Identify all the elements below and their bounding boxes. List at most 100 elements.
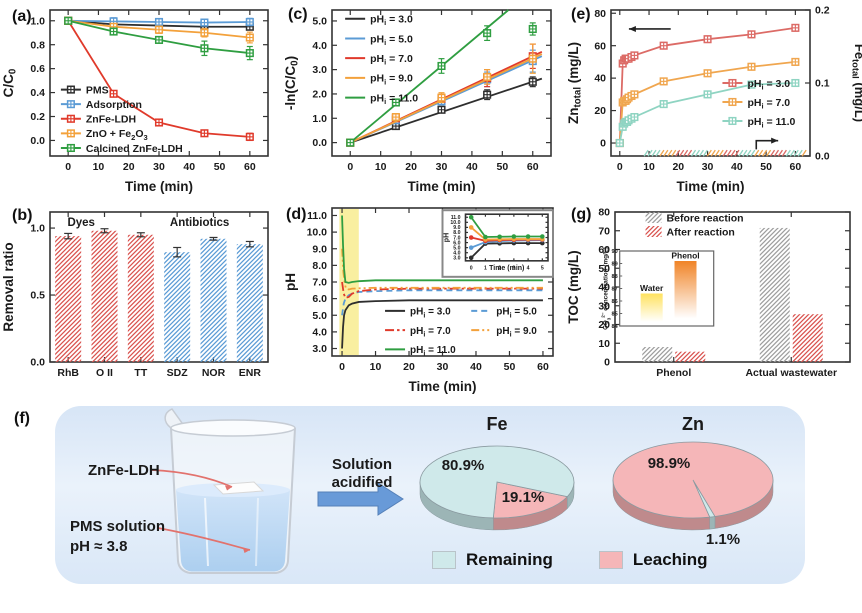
- svg-text:3.0: 3.0: [312, 64, 327, 76]
- svg-text:Phenol: Phenol: [656, 367, 691, 379]
- svg-text:Time (min): Time (min): [407, 179, 475, 194]
- svg-text:0.2: 0.2: [30, 111, 45, 123]
- svg-text:50: 50: [760, 161, 772, 173]
- svg-text:-ln(C/C0): -ln(C/C0): [283, 56, 301, 110]
- svg-text:pHi = 11.0: pHi = 11.0: [370, 92, 418, 106]
- pie-legend: Remaining Leaching: [432, 550, 708, 570]
- svg-text:10: 10: [93, 161, 105, 173]
- svg-text:40: 40: [594, 73, 606, 85]
- svg-text:pH: pH: [444, 233, 451, 242]
- svg-text:pHi = 11.0: pHi = 11.0: [747, 116, 795, 130]
- svg-text:30: 30: [437, 361, 449, 373]
- svg-text:6.0: 6.0: [453, 240, 460, 246]
- svg-text:89: 89: [611, 262, 617, 268]
- schematic-leaching: 19.1% 80.9% 1.1% 98.9%: [55, 406, 805, 584]
- svg-text:pH: pH: [283, 273, 298, 291]
- svg-text:11.0: 11.0: [451, 215, 461, 221]
- legend-item-remaining: Remaining: [432, 550, 553, 570]
- svg-text:6.0: 6.0: [312, 293, 327, 305]
- svg-text:20: 20: [594, 105, 606, 117]
- svg-text:3.0: 3.0: [453, 256, 460, 262]
- svg-text:Adsorption: Adsorption: [86, 99, 142, 111]
- svg-text:60: 60: [598, 244, 610, 256]
- svg-text:20: 20: [672, 161, 684, 173]
- svg-text:Calcined ZnFe-LDH: Calcined ZnFe-LDH: [86, 143, 183, 155]
- chart-c-lnkinetics: 0 10 20 30 40 50 60 0.0 1.0 2.0 3.0 4.0 5.0 Time (min…: [283, 9, 552, 194]
- svg-text:Time (min): Time (min): [489, 265, 524, 272]
- svg-text:0: 0: [604, 357, 610, 369]
- svg-text:0.0: 0.0: [30, 135, 45, 147]
- beaker-icon: [164, 408, 296, 574]
- svg-text:60: 60: [790, 161, 802, 173]
- svg-text:50: 50: [496, 161, 508, 173]
- svg-text:1: 1: [484, 266, 487, 272]
- svg-text:pHi = 11.0: pHi = 11.0: [410, 345, 456, 358]
- chart-a-kinetics: 0 10 20 30 40 50 60 0.0 0.2 0.4 0.6 0.8 1.0 Time (min…: [1, 9, 269, 194]
- panel-e: 0 10 20 30 40 50 60 0 20 40 60 80 0.0 0.1 0.2 Fetotal (…: [565, 0, 862, 198]
- svg-text:20: 20: [403, 361, 415, 373]
- svg-text:pHi = 7.0: pHi = 7.0: [747, 97, 790, 111]
- panel-b: RhB O II TT SDZ NOR ENR 0.0 0.5 1.0 Removal ratio…: [0, 198, 282, 398]
- svg-text:Phenol: Phenol: [671, 251, 699, 261]
- svg-text:0.0: 0.0: [815, 151, 830, 163]
- svg-text:0.5: 0.5: [30, 290, 45, 302]
- legend-item-leaching: Leaching: [598, 550, 708, 570]
- svg-text:30: 30: [436, 161, 448, 173]
- chart-b-removal: RhB O II TT SDZ NOR ENR 0.0 0.5 1.0 Removal ratio…: [1, 211, 269, 379]
- svg-text:40: 40: [731, 161, 743, 173]
- remaining-label: Remaining: [466, 550, 553, 569]
- svg-text:80: 80: [598, 207, 610, 219]
- pointer-line-znfe: [151, 469, 233, 491]
- remaining-swatch: [432, 551, 456, 569]
- svg-text:60: 60: [527, 161, 539, 173]
- svg-text:4.0: 4.0: [312, 40, 327, 52]
- svg-text:10.0: 10.0: [307, 227, 328, 239]
- svg-text:O II: O II: [96, 367, 113, 379]
- pie-title-fe: Fe: [486, 414, 508, 434]
- svg-text:50: 50: [598, 263, 610, 275]
- svg-text:98.9%: 98.9%: [648, 455, 691, 472]
- panel-tag-e: (e): [571, 6, 591, 23]
- svg-text:0: 0: [600, 138, 606, 150]
- pointer-line-pms: [157, 527, 251, 553]
- panel-tag-g: (g): [571, 206, 592, 223]
- svg-text:Zntotal (mg/L): Zntotal (mg/L): [566, 42, 584, 124]
- svg-text:40: 40: [466, 161, 478, 173]
- svg-text:8.0: 8.0: [312, 260, 327, 272]
- svg-text:20: 20: [598, 319, 610, 331]
- svg-text:9.0: 9.0: [453, 225, 460, 231]
- label-znfe-ldh: ZnFe-LDH: [88, 462, 160, 479]
- svg-text:5.0: 5.0: [312, 16, 327, 28]
- label-solution-acidified-2: acidified: [331, 474, 393, 491]
- svg-text:SDZ: SDZ: [167, 367, 189, 379]
- svg-text:19.1%: 19.1%: [502, 489, 545, 506]
- svg-text:1.0: 1.0: [30, 223, 45, 235]
- svg-text:60: 60: [537, 361, 549, 373]
- svg-text:pHi = 3.0: pHi = 3.0: [747, 78, 790, 92]
- panel-tag-d: (d): [286, 206, 307, 223]
- svg-text:80: 80: [594, 8, 606, 20]
- svg-text:0.2: 0.2: [815, 5, 830, 17]
- svg-text:pHi = 3.0: pHi = 3.0: [410, 307, 451, 320]
- panel-c: 0 10 20 30 40 50 60 0.0 1.0 2.0 3.0 4.0 5.0 Time (min…: [282, 0, 565, 198]
- svg-text:Dyes: Dyes: [67, 217, 95, 229]
- svg-text:pHi = 7.0: pHi = 7.0: [410, 326, 451, 339]
- svg-text:5.0: 5.0: [312, 310, 327, 322]
- svg-text:pHi = 5.0: pHi = 5.0: [496, 307, 537, 320]
- svg-text:pHi = 5.0: pHi = 5.0: [370, 33, 413, 47]
- svg-text:1.0: 1.0: [312, 113, 327, 125]
- svg-text:40: 40: [183, 161, 195, 173]
- svg-text:4: 4: [527, 266, 530, 272]
- svg-text:80.9%: 80.9%: [442, 457, 485, 474]
- svg-text:PMS: PMS: [86, 84, 109, 96]
- svg-text:50: 50: [504, 361, 516, 373]
- svg-text:10: 10: [370, 361, 382, 373]
- svg-text:86: 86: [611, 299, 617, 305]
- svg-text:40: 40: [598, 282, 610, 294]
- panel-g: Phenol Actual wastewater 0 10 20 30 40 50 60 70 80…: [565, 198, 862, 398]
- svg-text:11.0: 11.0: [307, 210, 327, 222]
- svg-text:0.1: 0.1: [815, 78, 830, 90]
- svg-text:Time (min): Time (min): [676, 179, 744, 194]
- svg-text:10: 10: [643, 161, 655, 173]
- svg-text:1.1%: 1.1%: [706, 531, 740, 548]
